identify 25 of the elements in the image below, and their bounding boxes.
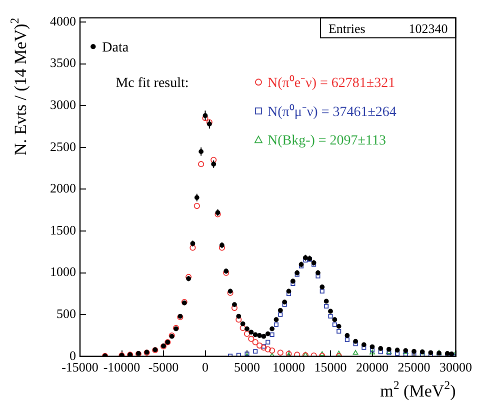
y-tick-label: 3000 bbox=[50, 97, 76, 112]
y-tick-label: 500 bbox=[56, 306, 76, 322]
x-tick-label: 30000 bbox=[440, 360, 472, 375]
y-axis-title: N. Evts / (14 MeV)2 bbox=[7, 18, 30, 156]
y-tick-label: 1500 bbox=[50, 222, 76, 238]
annotation: Mc fit result: bbox=[116, 76, 189, 92]
x-tick-label: 0 bbox=[202, 360, 208, 375]
y-tick-label: 4000 bbox=[50, 13, 76, 28]
y-tick-label: 2000 bbox=[50, 180, 76, 196]
x-tick-label: 10000 bbox=[272, 360, 305, 375]
annotation: Entries bbox=[328, 20, 366, 36]
legend-label: N(Bkg-) = 2097±113 bbox=[267, 134, 386, 149]
x-tick-label: -5000 bbox=[148, 360, 179, 375]
legend-label: N(π⁰μ⁻ν) = 37461±264 bbox=[267, 104, 396, 120]
legend-label: N(π⁰e⁻ν) = 62781±321 bbox=[267, 75, 396, 92]
x-tick-label: 5000 bbox=[234, 360, 260, 375]
x-tick-label: 20000 bbox=[356, 360, 388, 375]
x-tick-label: 25000 bbox=[398, 360, 430, 375]
x-tick-label: -10000 bbox=[103, 360, 140, 375]
y-tick-label: 3500 bbox=[50, 55, 76, 70]
legend-label: Data bbox=[102, 40, 130, 56]
x-tick-label: 15000 bbox=[314, 360, 347, 375]
y-tick-label: 1000 bbox=[50, 264, 76, 280]
y-tick-label: 2500 bbox=[50, 138, 76, 154]
annotation: 102340 bbox=[408, 20, 448, 36]
